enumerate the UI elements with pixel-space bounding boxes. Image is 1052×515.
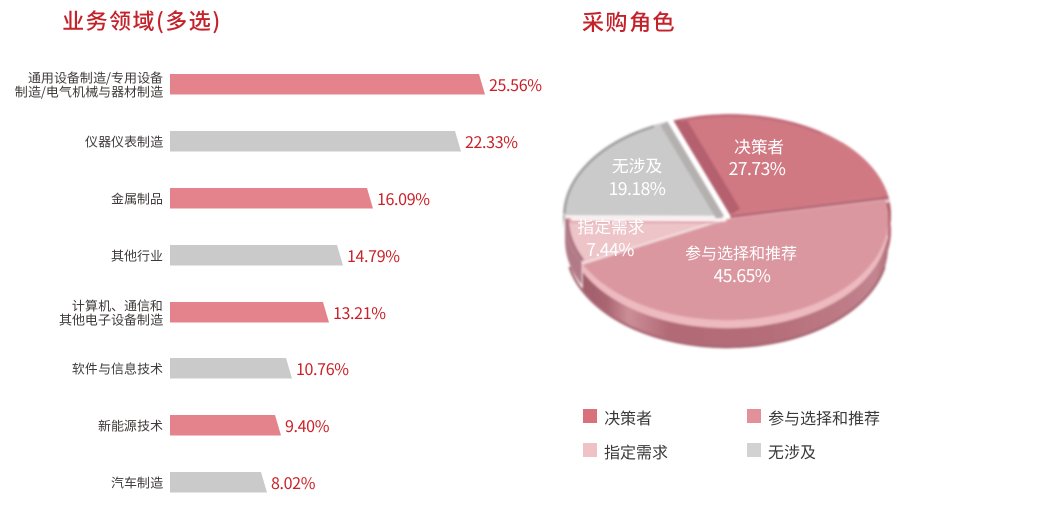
svg-text:参与选择和推荐: 参与选择和推荐 [685, 240, 797, 264]
svg-text:指定需求: 指定需求 [577, 214, 644, 238]
svg-text:无涉及: 无涉及 [612, 153, 663, 177]
svg-text:7.44%: 7.44% [586, 237, 634, 262]
svg-text:决策者: 决策者 [734, 134, 784, 158]
svg-text:27.73%: 27.73% [729, 156, 786, 181]
svg-text:45.65%: 45.65% [714, 263, 771, 288]
svg-text:19.18%: 19.18% [609, 176, 666, 201]
